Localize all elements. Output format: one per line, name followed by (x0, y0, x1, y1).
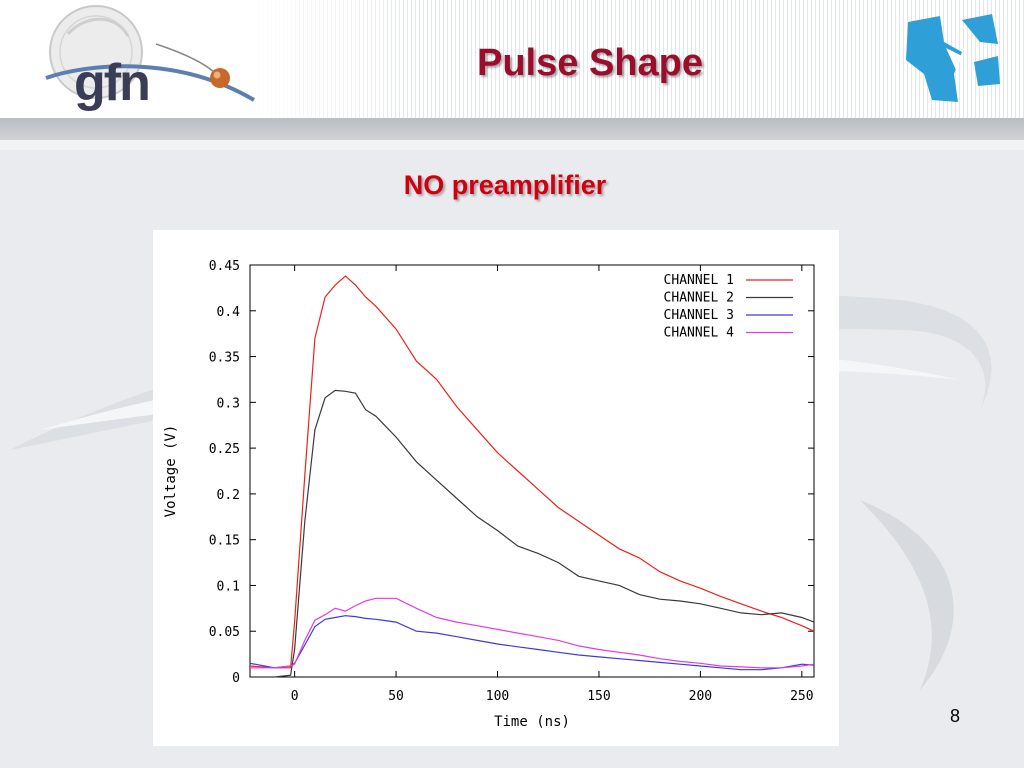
y-tick-label: 0.25 (209, 442, 240, 457)
x-tick-label: 250 (790, 689, 813, 704)
plot-frame (249, 264, 815, 678)
series-group (249, 275, 815, 678)
y-tick-label: 0.3 (217, 396, 240, 411)
page-number: 8 (949, 706, 960, 726)
gfn-logo-text: gfn (74, 54, 149, 112)
y-axis-label: Voltage (V) (163, 425, 179, 518)
series-line-channel-2 (250, 389, 815, 678)
x-tick-label: 150 (587, 689, 610, 704)
series-line-channel-3 (249, 615, 815, 671)
slide-title: Pulse Shape (477, 42, 703, 84)
gfn-logo: gfn (45, 5, 256, 112)
y-tick-label: 0.4 (217, 305, 241, 320)
legend-label: CHANNEL 4 (664, 326, 735, 341)
x-axis: 0 50 100 150 200 250 (291, 265, 814, 704)
x-tick-label: 200 (689, 689, 712, 704)
x-axis-label: Time (ns) (494, 714, 570, 730)
y-axis: 0 0.05 0.1 0.15 0.2 0.25 0.3 0.35 0.4 0.45 (209, 259, 814, 686)
x-tick-label: 0 (291, 689, 299, 704)
legend-label: CHANNEL 3 (664, 308, 734, 323)
x-tick-label: 50 (388, 689, 404, 704)
legend-label: CHANNEL 1 (664, 273, 734, 288)
y-tick-label: 0.35 (209, 351, 240, 366)
x-tick-label: 100 (486, 689, 509, 704)
y-tick-label: 0.1 (217, 579, 240, 594)
y-tick-label: 0.15 (209, 534, 240, 549)
header-divider-band (0, 118, 1024, 140)
pulse-shape-chart: 0 0.05 0.1 0.15 0.2 0.25 0.3 0.35 0.4 0.45 0 50 100… (153, 230, 839, 746)
y-tick-label: 0 (232, 671, 240, 686)
chart-svg: 0 0.05 0.1 0.15 0.2 0.25 0.3 0.35 0.4 0.45 0 50 100… (163, 259, 815, 730)
y-tick-label: 0.45 (209, 259, 240, 274)
header-divider-highlight (0, 140, 1024, 150)
legend-label: CHANNEL 2 (664, 291, 734, 306)
organization-logo (906, 14, 1000, 102)
series-line-channel-4 (250, 597, 815, 669)
y-tick-label: 0.05 (209, 625, 240, 640)
slide-subtitle: NO preamplifier (403, 170, 607, 200)
y-tick-label: 0.2 (217, 488, 240, 503)
legend: CHANNEL 1 CHANNEL 2 CHANNEL 3 CHANNEL 4 (664, 273, 793, 341)
series-line-channel-1 (249, 275, 815, 669)
